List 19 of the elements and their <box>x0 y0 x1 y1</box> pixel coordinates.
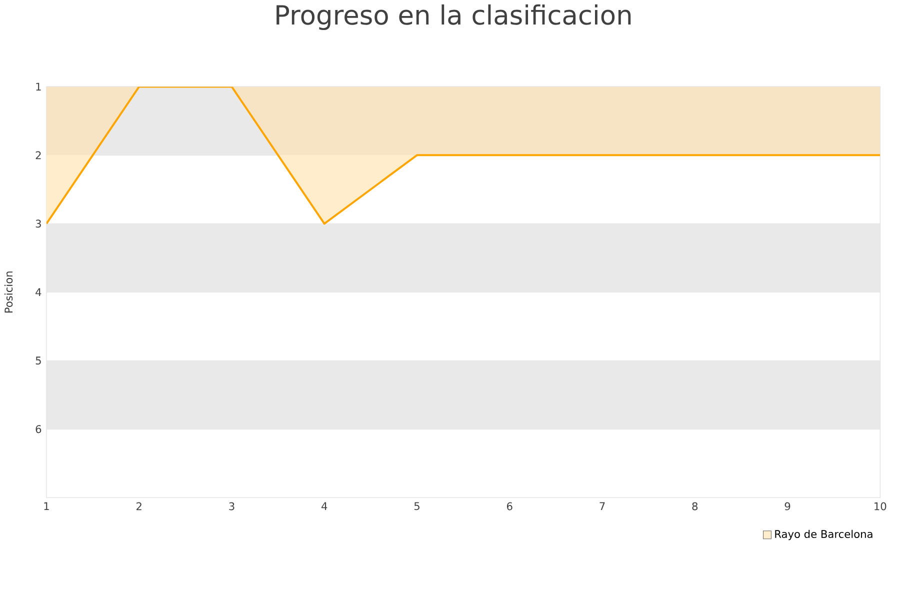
x-tick-label: 1 <box>44 502 49 510</box>
x-tick-label: 9 <box>784 502 790 510</box>
chart-title: Progreso en la clasificacion <box>276 4 631 30</box>
x-tick-label: 5 <box>414 502 420 510</box>
x-tick-label: 7 <box>600 502 605 510</box>
y-tick-label: 3 <box>36 220 41 228</box>
y-axis-title: Posicion <box>4 272 13 313</box>
x-tick-label: 8 <box>692 502 698 510</box>
y-tick-label: 6 <box>36 425 42 434</box>
x-tick-label: 2 <box>136 502 142 510</box>
y-tick-label: 4 <box>36 288 42 296</box>
y-tick-label: 2 <box>36 151 41 160</box>
x-tick-label: 4 <box>322 502 328 510</box>
x-tick-label: 6 <box>507 502 512 510</box>
legend-label: Rayo de Barcelona <box>775 530 872 540</box>
y-tick-label: 1 <box>36 82 41 91</box>
x-tick-label: 10 <box>874 502 886 510</box>
x-tick-label: 3 <box>229 502 234 510</box>
y-tick-label: 5 <box>36 356 41 365</box>
